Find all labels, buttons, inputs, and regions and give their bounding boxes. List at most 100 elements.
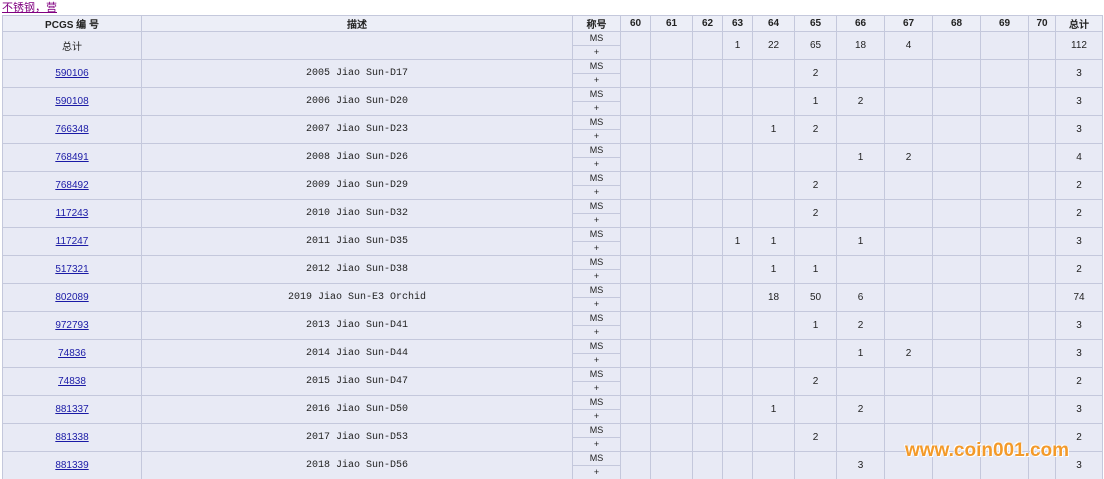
grade-count-cell: [620, 115, 651, 144]
grade-count-cell: [884, 171, 933, 200]
grade-count-cell: [692, 311, 723, 340]
pcgs-link[interactable]: 972793: [55, 320, 89, 331]
grade-count-cell: 1: [836, 143, 885, 172]
description: 2006 Jiao Sun-D20: [305, 96, 409, 107]
pcgs-link[interactable]: 768492: [55, 180, 89, 191]
grade-count-cell: [692, 283, 723, 312]
grade-count: 1: [770, 236, 777, 247]
pcgs-link[interactable]: 768491: [55, 152, 89, 163]
designation-part: MS: [589, 229, 604, 239]
description: 2008 Jiao Sun-D26: [305, 152, 409, 163]
designation: MS +: [573, 33, 620, 59]
grade-count-cell: [722, 171, 753, 200]
description: 2015 Jiao Sun-D47: [305, 376, 409, 387]
grade-count-cell: [620, 423, 651, 452]
row-total: 2: [1076, 264, 1082, 275]
grade-count-cell: [932, 367, 981, 396]
grade-count-cell: [650, 367, 693, 396]
row-total: 2: [1076, 180, 1082, 191]
category-link[interactable]: 不锈钢，营: [2, 2, 57, 14]
grade-count-cell: [650, 255, 693, 284]
description-cell: 2009 Jiao Sun-D29: [141, 171, 573, 200]
grade-count-cell: [932, 283, 981, 312]
grade-count-cell: [794, 451, 837, 479]
grade-count-cell: [752, 143, 795, 172]
pcgs-link[interactable]: 802089: [55, 292, 89, 303]
designation-part: MS: [589, 89, 604, 99]
pcgs-link[interactable]: 590106: [55, 68, 89, 79]
pcgs-cell: 总计: [2, 31, 142, 60]
designation-part: +: [573, 325, 620, 339]
grade-count-cell: [932, 115, 981, 144]
grade-count-cell: [980, 451, 1029, 479]
grade-count-cell: [620, 255, 651, 284]
grade-count-cell: [722, 311, 753, 340]
pcgs-link[interactable]: 74836: [58, 348, 86, 359]
grade-count-cell: [1028, 367, 1056, 396]
grade-count-cell: 18: [752, 283, 795, 312]
grade-count-cell: [932, 199, 981, 228]
total-cell: 4: [1055, 143, 1103, 172]
grade-count-cell: [836, 115, 885, 144]
designation-part: +: [573, 241, 620, 255]
grade-count: 1: [770, 264, 777, 275]
table-row: 768492 2009 Jiao Sun-D29 MS +2 2: [2, 171, 1103, 200]
pcgs-link[interactable]: 517321: [55, 264, 89, 275]
description-cell: 2006 Jiao Sun-D20: [141, 87, 573, 116]
grade-count-cell: 2: [794, 367, 837, 396]
designation: MS +: [573, 201, 620, 227]
grade-count-cell: [620, 87, 651, 116]
grade-count-cell: [722, 255, 753, 284]
pcgs-cell: 881337: [2, 395, 142, 424]
grade-count-cell: [1028, 311, 1056, 340]
pcgs-cell: 74836: [2, 339, 142, 368]
pcgs-link[interactable]: 881339: [55, 460, 89, 471]
grade-count-cell: [692, 199, 723, 228]
designation-part: MS: [589, 369, 604, 379]
description-cell: 2016 Jiao Sun-D50: [141, 395, 573, 424]
grade-count-cell: [752, 311, 795, 340]
grade-count-cell: [620, 367, 651, 396]
pcgs-link[interactable]: 590108: [55, 96, 89, 107]
grade-count-cell: [722, 339, 753, 368]
pcgs-link[interactable]: 881338: [55, 432, 89, 443]
column-header: 69: [980, 15, 1029, 32]
pcgs-cell: 590108: [2, 87, 142, 116]
column-header: 描述: [141, 15, 573, 32]
grade-count-cell: [722, 367, 753, 396]
grade-count-cell: [692, 31, 723, 60]
row-total: 4: [1076, 152, 1082, 163]
grade-count-cell: [932, 31, 981, 60]
grade-count: 1: [812, 264, 819, 275]
column-header: 60: [620, 15, 651, 32]
pcgs-link[interactable]: 881337: [55, 404, 89, 415]
pcgs-link[interactable]: 117247: [55, 236, 89, 247]
grade-count-cell: 2: [794, 171, 837, 200]
grade-count-cell: [884, 423, 933, 452]
pcgs-link[interactable]: 117243: [55, 208, 89, 219]
grade-count-cell: [980, 87, 1029, 116]
designation-part: +: [573, 269, 620, 283]
grade-count-cell: [884, 311, 933, 340]
total-cell: 2: [1055, 199, 1103, 228]
column-header: 63: [722, 15, 753, 32]
designation-part: MS: [589, 341, 604, 351]
designation-cell: MS +: [572, 255, 621, 284]
description: 2011 Jiao Sun-D35: [305, 236, 409, 247]
pcgs-link[interactable]: 74838: [58, 376, 86, 387]
table-row: 881337 2016 Jiao Sun-D50 MS +1 2 3: [2, 395, 1103, 424]
grade-count: 2: [812, 432, 819, 443]
designation-part: +: [573, 185, 620, 199]
grade-count-cell: [620, 283, 651, 312]
pcgs-link[interactable]: 766348: [55, 124, 89, 135]
grade-count-cell: [620, 59, 651, 88]
grade-count-cell: [692, 255, 723, 284]
pcgs-cell: 74838: [2, 367, 142, 396]
designation-cell: MS +: [572, 283, 621, 312]
grade-count-cell: [650, 115, 693, 144]
table-row: 802089 2019 Jiao Sun-E3 Orchid MS +18 50 6 74: [2, 283, 1103, 312]
row-total: 3: [1076, 124, 1082, 135]
designation-part: +: [573, 297, 620, 311]
grade-count: 2: [905, 348, 912, 359]
row-total: 2: [1076, 376, 1082, 387]
